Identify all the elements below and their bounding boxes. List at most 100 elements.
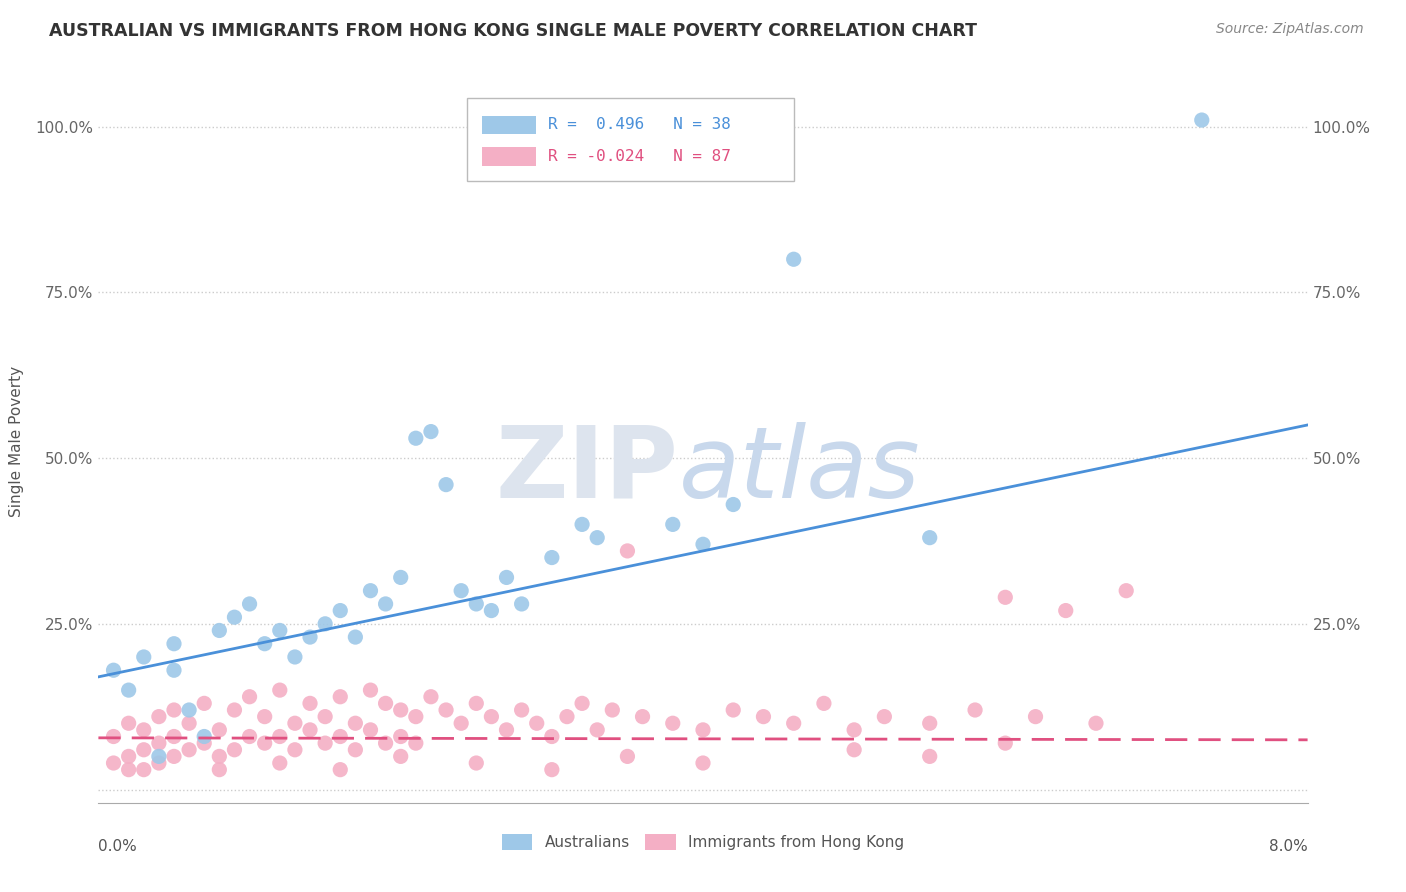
Point [103, 756, 125, 770]
Point [163, 663, 186, 677]
Point [118, 716, 141, 731]
Point [132, 723, 155, 737]
Point [434, 477, 457, 491]
Point [374, 597, 396, 611]
Point [873, 709, 896, 723]
Point [269, 683, 291, 698]
Point [571, 697, 593, 711]
Point [994, 591, 1017, 605]
Text: R =  0.496   N = 38: R = 0.496 N = 38 [548, 117, 731, 132]
Point [239, 690, 262, 704]
Point [208, 763, 231, 777]
Point [405, 736, 427, 750]
Point [360, 723, 382, 737]
Point [540, 763, 562, 777]
Point [540, 550, 562, 565]
Point [586, 723, 609, 737]
Point [1115, 583, 1137, 598]
Point [450, 716, 472, 731]
Point [269, 730, 291, 744]
Point [450, 583, 472, 598]
Text: 0.0%: 0.0% [98, 838, 138, 854]
Point [224, 703, 246, 717]
Point [193, 736, 215, 750]
Point [602, 703, 624, 717]
Point [360, 583, 382, 598]
Point [193, 697, 215, 711]
Point [692, 756, 714, 770]
FancyBboxPatch shape [482, 116, 536, 135]
Point [405, 709, 427, 723]
Point [344, 716, 367, 731]
Point [586, 531, 609, 545]
Point [495, 570, 517, 584]
Text: R = -0.024   N = 87: R = -0.024 N = 87 [548, 149, 731, 163]
Point [284, 743, 307, 757]
Point [299, 630, 322, 644]
Point [616, 544, 638, 558]
Point [103, 730, 125, 744]
Point [481, 603, 503, 617]
Point [284, 716, 307, 731]
Point [631, 709, 654, 723]
Point [465, 756, 488, 770]
Point [692, 723, 714, 737]
Point [555, 709, 578, 723]
Point [1085, 716, 1108, 731]
Point [510, 597, 533, 611]
Point [132, 650, 155, 665]
Point [495, 723, 517, 737]
Point [571, 517, 593, 532]
Point [179, 716, 201, 731]
Point [118, 683, 141, 698]
Point [783, 252, 806, 267]
Point [103, 663, 125, 677]
FancyBboxPatch shape [482, 147, 536, 166]
Point [132, 743, 155, 757]
Point [1054, 603, 1077, 617]
Point [239, 730, 262, 744]
Point [179, 703, 201, 717]
Point [723, 498, 745, 512]
Point [1191, 113, 1213, 128]
Point [389, 749, 412, 764]
Point [344, 743, 367, 757]
Text: AUSTRALIAN VS IMMIGRANTS FROM HONG KONG SINGLE MALE POVERTY CORRELATION CHART: AUSTRALIAN VS IMMIGRANTS FROM HONG KONG … [49, 22, 977, 40]
Point [253, 736, 276, 750]
Point [193, 730, 215, 744]
Text: Source: ZipAtlas.com: Source: ZipAtlas.com [1216, 22, 1364, 37]
Point [374, 736, 396, 750]
Point [994, 736, 1017, 750]
Point [405, 431, 427, 445]
Point [813, 697, 835, 711]
Point [329, 690, 352, 704]
Point [918, 716, 941, 731]
Point [540, 730, 562, 744]
Point [360, 683, 382, 698]
Point [389, 570, 412, 584]
Point [208, 624, 231, 638]
Point [389, 730, 412, 744]
Point [148, 749, 170, 764]
Point [163, 703, 186, 717]
Point [329, 603, 352, 617]
Point [526, 716, 548, 731]
Point [269, 756, 291, 770]
Point [329, 763, 352, 777]
Point [148, 736, 170, 750]
Point [465, 597, 488, 611]
Point [1025, 709, 1047, 723]
Point [918, 531, 941, 545]
Point [163, 749, 186, 764]
Point [344, 630, 367, 644]
Point [329, 730, 352, 744]
Point [239, 597, 262, 611]
Point [269, 624, 291, 638]
Legend: Australians, Immigrants from Hong Kong: Australians, Immigrants from Hong Kong [496, 829, 910, 856]
Point [208, 723, 231, 737]
Y-axis label: Single Male Poverty: Single Male Poverty [10, 366, 24, 517]
Point [314, 709, 336, 723]
Point [118, 749, 141, 764]
Point [163, 637, 186, 651]
Point [783, 716, 806, 731]
